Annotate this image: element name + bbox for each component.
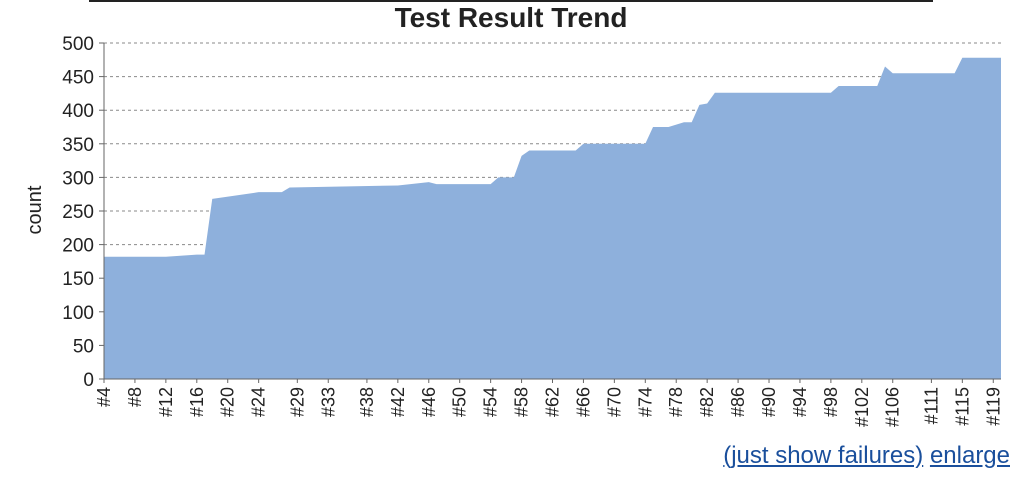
x-tick-label: #16 xyxy=(187,387,207,417)
x-tick-label: #42 xyxy=(388,387,408,417)
x-tick-label: #70 xyxy=(604,387,624,417)
x-tick-label: #98 xyxy=(821,387,841,417)
y-axis-label: count xyxy=(24,185,46,234)
x-tick-label: #66 xyxy=(573,387,593,417)
x-tick-label: #78 xyxy=(666,387,686,417)
x-tick-label: #54 xyxy=(481,387,501,417)
x-tick-label: #46 xyxy=(419,387,439,417)
x-tick-label: #12 xyxy=(156,387,176,417)
x-tick-label: #90 xyxy=(759,387,779,417)
x-tick-label: #8 xyxy=(125,387,145,407)
x-tick-label: #106 xyxy=(883,387,903,427)
y-tick-label: 0 xyxy=(83,370,94,391)
enlarge-link[interactable]: enlarge xyxy=(929,442,1010,469)
x-tick-label: #111 xyxy=(921,387,941,424)
y-tick-label: 400 xyxy=(62,101,94,122)
y-tick-label: 450 xyxy=(62,68,94,89)
series-area xyxy=(104,57,1001,380)
y-tick-label: 300 xyxy=(62,168,94,189)
x-tick-label: #20 xyxy=(218,387,238,417)
x-tick-label: #74 xyxy=(635,387,655,417)
x-tick-label: #4 xyxy=(94,387,114,407)
just-show-failures-link[interactable]: (just show failures) xyxy=(723,442,924,469)
x-tick-label: #102 xyxy=(852,387,872,427)
x-tick-label: #24 xyxy=(249,387,269,417)
x-tick-label: #33 xyxy=(318,387,338,417)
y-tick-label: 50 xyxy=(73,336,94,357)
x-tick-label: #58 xyxy=(512,387,532,417)
x-tick-label: #94 xyxy=(790,387,810,417)
x-tick-label: #86 xyxy=(728,387,748,417)
y-tick-label: 100 xyxy=(62,303,94,324)
x-tick-label: #119 xyxy=(983,387,1003,426)
y-tick-label: 200 xyxy=(62,236,94,257)
y-tick-label: 500 xyxy=(62,34,94,55)
y-tick-label: 350 xyxy=(62,135,94,156)
y-tick-label: 150 xyxy=(62,269,94,290)
chart-title: Test Result Trend xyxy=(394,2,628,33)
x-tick-label: #29 xyxy=(287,387,307,417)
y-tick-label: 250 xyxy=(62,202,94,223)
x-tick-label: #38 xyxy=(357,387,377,417)
chart-frame-top xyxy=(89,0,933,2)
x-tick-label: #50 xyxy=(450,387,470,417)
chart-links: (just show failures) enlarge xyxy=(723,442,1010,470)
x-tick-label: #82 xyxy=(697,387,717,417)
x-tick-label: #62 xyxy=(543,387,563,417)
x-tick-label: #115 xyxy=(952,387,972,426)
